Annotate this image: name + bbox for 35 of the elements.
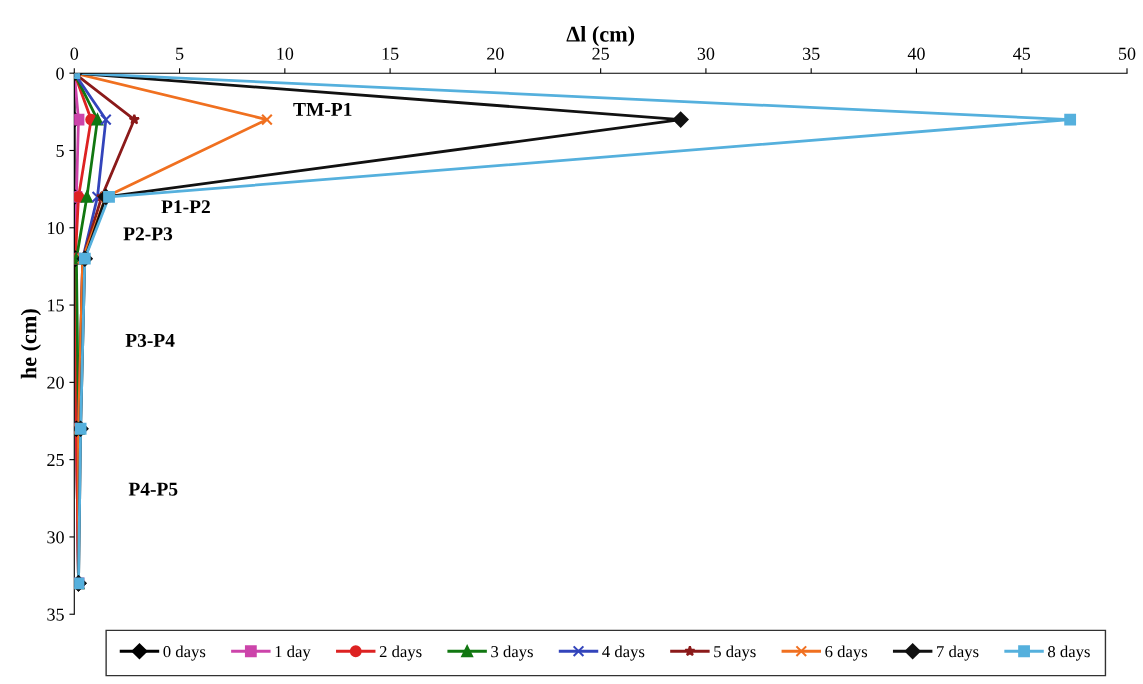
- x-tick-label: 5: [176, 47, 184, 60]
- annotation: P1-P2: [161, 200, 210, 214]
- x-tick-label: 45: [1013, 47, 1031, 60]
- legend-label: 4 days: [602, 645, 645, 661]
- x-tick-label: 15: [382, 47, 399, 60]
- x-tick-label: 40: [907, 47, 925, 60]
- x-tick-label: 35: [803, 47, 820, 60]
- y-tick-label: 35: [47, 608, 64, 621]
- y-tick-label: 25: [47, 453, 64, 467]
- y-tick-label: 0: [56, 67, 64, 80]
- legend-label: 6 days: [825, 645, 868, 661]
- legend-label: 8 days: [1048, 645, 1090, 661]
- x-axis-title: Δl (cm): [566, 26, 635, 47]
- legend-label: 3 days: [491, 645, 533, 661]
- y-axis-title: he (cm): [20, 309, 41, 379]
- y-tick-label: 10: [48, 222, 64, 235]
- x-tick-label: 0: [70, 47, 79, 60]
- x-tick-label: 50: [1119, 47, 1136, 60]
- legend-label: 0 days: [163, 645, 206, 661]
- legend-label: 2 days: [379, 645, 422, 661]
- x-tick-label: 20: [487, 47, 504, 60]
- x-tick-label: 30: [697, 47, 715, 60]
- annotation: P2-P3: [123, 227, 173, 241]
- legend-label: 1 day: [275, 645, 311, 661]
- annotation: P3-P4: [125, 333, 175, 347]
- x-tick-label: 25: [592, 47, 609, 60]
- annotation: P4-P5: [128, 482, 178, 496]
- y-tick-label: 30: [47, 531, 64, 544]
- y-tick-label: 5: [56, 144, 64, 157]
- legend-label: 5 days: [714, 645, 756, 661]
- annotation: TM-P1: [293, 102, 352, 116]
- y-tick-label: 20: [47, 376, 64, 389]
- x-tick-label: 10: [277, 47, 294, 60]
- y-tick-label: 15: [48, 299, 64, 312]
- legend-label: 7 days: [937, 645, 979, 661]
